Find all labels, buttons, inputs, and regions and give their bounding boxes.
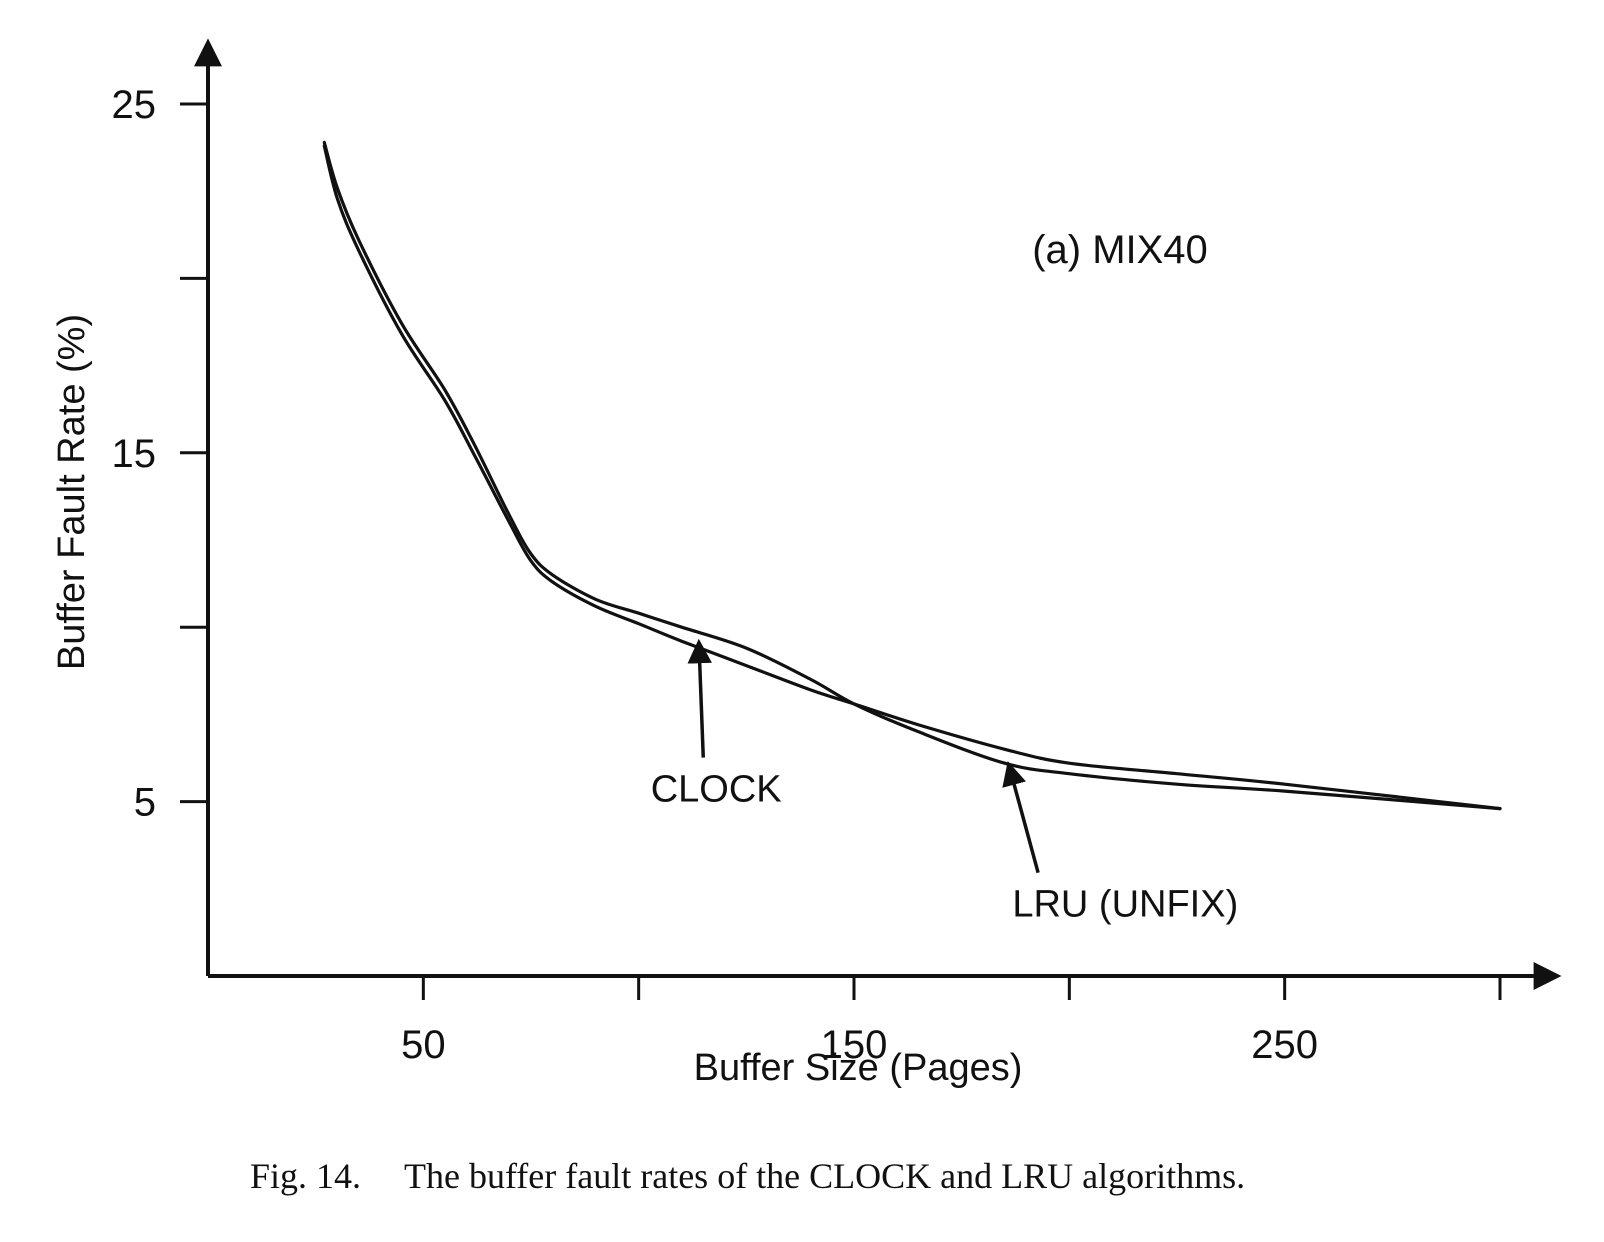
panel-label: (a) MIX40 [1032, 228, 1208, 272]
series-layer [322, 140, 1502, 811]
figure-caption: Fig. 14. The buffer fault rates of the C… [250, 1156, 1245, 1196]
series-line-clock [322, 144, 1502, 811]
annotation-label-clock: CLOCK [651, 769, 782, 811]
caption-text: The buffer fault rates of the CLOCK and … [404, 1156, 1245, 1196]
x-tick-label: 150 [821, 1023, 888, 1067]
annotation-arrow-lru-unfix [1002, 761, 1040, 874]
y-tick-label: 25 [112, 83, 157, 127]
x-tick-label: 50 [401, 1023, 446, 1067]
x-tick-label: 250 [1251, 1023, 1318, 1067]
figure-number: Fig. 14. [250, 1156, 361, 1196]
annotation-arrow-clock [687, 638, 712, 758]
plot-area: 50 150 250 5 15 25 CLOCK LRU (UNFIX) [112, 38, 1562, 1067]
series-line-lru-unfix [322, 140, 1502, 811]
y-ticks: 5 15 25 [112, 83, 208, 825]
annotation-label-lru-unfix: LRU (UNFIX) [1012, 884, 1238, 926]
y-tick-label: 15 [112, 432, 157, 476]
y-axis-label: Buffer Fault Rate (%) [51, 314, 93, 670]
annotation-layer: CLOCK LRU (UNFIX) [651, 638, 1238, 926]
x-axis-label: Buffer Size (Pages) [694, 1047, 1023, 1089]
x-ticks: 50 150 250 [401, 976, 1502, 1067]
y-tick-label: 5 [134, 781, 156, 825]
